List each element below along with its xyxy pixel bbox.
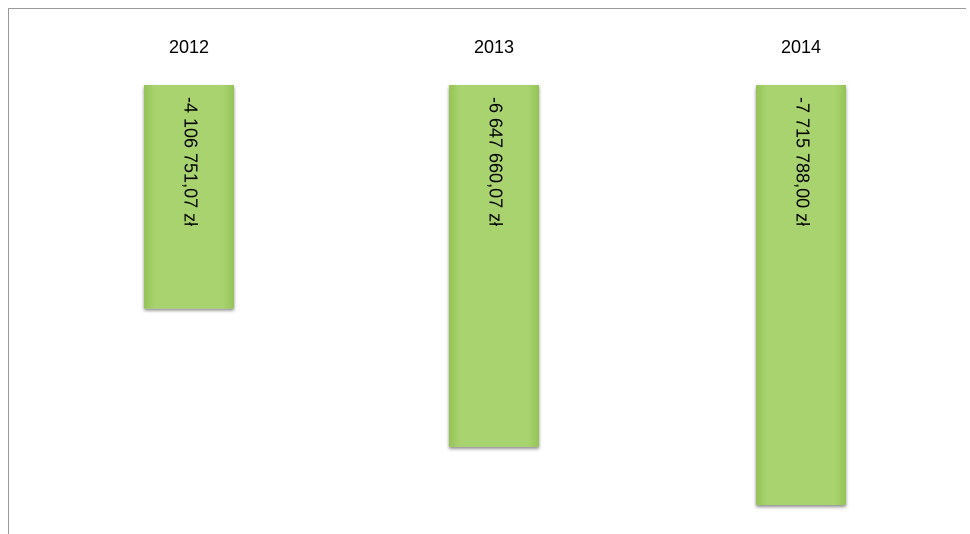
category-label: 2014: [781, 37, 821, 57]
bar-tint: [756, 85, 846, 505]
value-label: -6 647 660,07 zł: [485, 97, 505, 226]
bar-tint: [144, 85, 234, 309]
chart-border: [8, 8, 966, 534]
category-label: 2013: [474, 37, 514, 57]
value-label: -7 715 788,00 zł: [792, 97, 812, 226]
bar: [449, 85, 539, 447]
bar: [144, 85, 234, 309]
value-label: -4 106 751,07 zł: [180, 97, 200, 226]
bar-tint: [449, 85, 539, 447]
bar: [756, 85, 846, 505]
category-label: 2012: [169, 37, 209, 57]
